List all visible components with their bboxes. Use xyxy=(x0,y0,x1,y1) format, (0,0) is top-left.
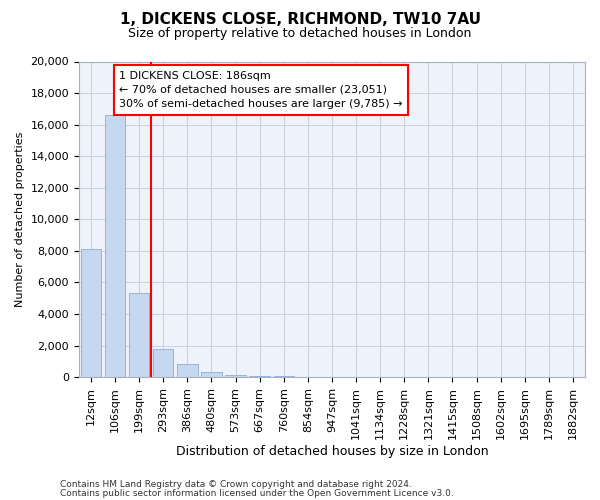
Bar xyxy=(250,376,270,377)
Bar xyxy=(153,348,173,377)
Bar xyxy=(201,372,221,377)
Text: 1 DICKENS CLOSE: 186sqm
← 70% of detached houses are smaller (23,051)
30% of sem: 1 DICKENS CLOSE: 186sqm ← 70% of detache… xyxy=(119,71,403,109)
Text: Size of property relative to detached houses in London: Size of property relative to detached ho… xyxy=(128,28,472,40)
Bar xyxy=(81,250,101,377)
Y-axis label: Number of detached properties: Number of detached properties xyxy=(15,132,25,307)
Text: 1, DICKENS CLOSE, RICHMOND, TW10 7AU: 1, DICKENS CLOSE, RICHMOND, TW10 7AU xyxy=(119,12,481,28)
X-axis label: Distribution of detached houses by size in London: Distribution of detached houses by size … xyxy=(176,444,488,458)
Bar xyxy=(274,376,294,377)
Bar xyxy=(177,364,197,377)
Bar xyxy=(105,115,125,377)
Text: Contains public sector information licensed under the Open Government Licence v3: Contains public sector information licen… xyxy=(60,488,454,498)
Bar xyxy=(129,294,149,377)
Bar xyxy=(226,374,246,377)
Text: Contains HM Land Registry data © Crown copyright and database right 2024.: Contains HM Land Registry data © Crown c… xyxy=(60,480,412,489)
